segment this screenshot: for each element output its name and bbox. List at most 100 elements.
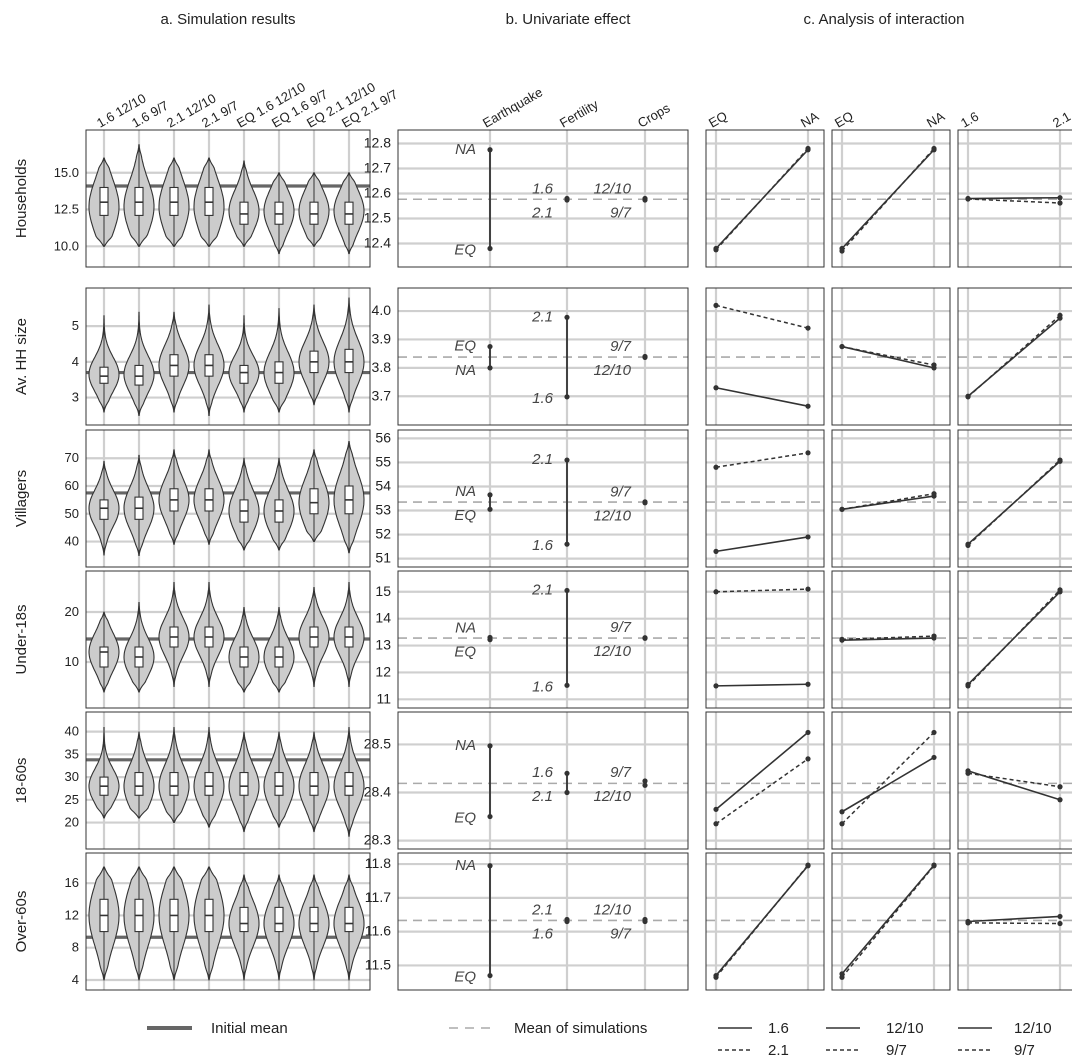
interaction-point [805, 862, 811, 868]
fertility-point [564, 789, 570, 796]
univariate-ytick-label: 54 [375, 477, 391, 493]
earthquake-level-label: EQ [454, 969, 476, 986]
univariate-panel-frame [397, 129, 689, 268]
univariate-ytick-label: 13 [375, 637, 391, 653]
violin-panel-frame [85, 852, 371, 991]
legend-group2-solid-label: 12/10 [886, 1020, 924, 1037]
violin-box [309, 488, 319, 515]
interaction-point [931, 633, 937, 639]
fertility-level-label: 2.1 [531, 204, 553, 221]
interaction-panel-background [706, 853, 824, 990]
interaction-point [839, 506, 845, 512]
fertility-point [564, 314, 570, 320]
violin-ytick-label: 25 [65, 792, 79, 807]
crops-level-label: 12/10 [593, 901, 631, 918]
interaction-point [1057, 312, 1063, 318]
panel-frames [86, 130, 1072, 990]
earthquake-level-label: EQ [454, 644, 476, 661]
fertility-level-label: 1.6 [532, 180, 554, 197]
interaction-solid-line [715, 683, 809, 687]
crops-point [642, 499, 648, 505]
univariate-ytick-label: 12.5 [364, 210, 391, 226]
violin-ytick-label: 20 [65, 815, 79, 830]
univariate-panel-frame [397, 711, 689, 850]
interaction-point [965, 394, 971, 400]
interaction-point [805, 450, 811, 456]
fertility-level-label: 2.1 [531, 581, 553, 598]
violin-ytick-label: 12.5 [54, 202, 79, 217]
interaction-point [805, 681, 811, 687]
fertility-point [564, 541, 570, 547]
interaction-point [713, 302, 719, 308]
violin-ytick-label: 35 [65, 746, 79, 761]
earthquake-level-label: EQ [454, 507, 476, 524]
crops-level-label: 9/7 [610, 764, 632, 781]
univariate-panel-frame [397, 852, 689, 991]
interaction-point [965, 196, 971, 202]
violin-ytick-label: 10 [65, 654, 79, 669]
interaction-point [713, 385, 719, 391]
interaction-point [1057, 587, 1063, 593]
interaction-point [1057, 784, 1063, 790]
violin-box [309, 771, 319, 796]
univariate-ytick-label: 3.9 [372, 330, 392, 346]
violin-ytick-label: 3 [72, 390, 79, 405]
interaction-dashed-line [715, 304, 809, 329]
interaction-panel-frame [957, 129, 1072, 268]
crops-level-label: 9/7 [610, 204, 632, 221]
crops-point [642, 782, 648, 788]
interaction-panel-frame [957, 287, 1072, 426]
interaction-solid-line [841, 864, 935, 975]
interaction-point [1057, 797, 1063, 803]
crops-point [642, 353, 648, 360]
interaction-solid-line [967, 915, 1061, 923]
earthquake-point [487, 972, 493, 979]
violin-ytick-label: 40 [65, 534, 79, 549]
fertility-point [564, 197, 570, 203]
interaction-solid-line [715, 731, 809, 810]
univariate-ytick-label: 3.8 [372, 359, 392, 375]
fertility-level-label: 1.6 [532, 390, 554, 407]
crops-level-label: 9/7 [610, 925, 632, 942]
univariate-category-label: Earthquake [480, 84, 545, 130]
row-label: Over-60s [13, 891, 30, 953]
interaction-dashed-line [967, 198, 1061, 204]
univariate-ytick-label: 15 [375, 583, 391, 599]
interaction-solid-line [841, 495, 935, 511]
interaction-panel-frame [705, 711, 825, 850]
interaction-point [839, 343, 845, 350]
interaction-x-label: EQ [832, 108, 856, 130]
interaction-panel-background [958, 571, 1072, 708]
interaction-dashed-line [715, 758, 809, 825]
interaction-panel-frame [705, 852, 825, 991]
violin-box [309, 906, 319, 933]
interaction-point [839, 821, 845, 827]
fertility-point [564, 587, 570, 594]
interaction-point [713, 548, 719, 554]
interaction-dashed-line [841, 731, 935, 825]
univariate-ytick-label: 52 [375, 526, 391, 542]
earthquake-point [487, 147, 493, 153]
interaction-solid-line [841, 345, 935, 369]
violin-box [134, 364, 144, 386]
interaction-point [965, 920, 971, 926]
interaction-point [931, 729, 937, 736]
interaction-panel-frame [705, 570, 825, 709]
univariate-ytick-label: 28.4 [364, 784, 391, 800]
interaction-dashed-line [715, 588, 809, 593]
univariate-ytick-label: 53 [375, 502, 391, 518]
univariate-ytick-label: 28.3 [364, 832, 391, 848]
crops-level-label: 12/10 [593, 362, 631, 379]
interaction-panel-frame [831, 570, 951, 709]
interaction-point [1057, 457, 1063, 463]
univariate-ytick-label: 12.4 [364, 235, 391, 251]
crops-level-label: 9/7 [610, 338, 632, 355]
univariate-panel-frame [397, 570, 689, 709]
panel-c-title: c. Analysis of interaction [804, 11, 965, 28]
violin-box [99, 366, 109, 384]
univariate-panel-frame [397, 429, 689, 568]
univariate-panel-background [398, 853, 688, 990]
earthquake-point [487, 245, 493, 252]
crops-point [642, 778, 648, 784]
row-label: Av. HH size [13, 318, 30, 395]
